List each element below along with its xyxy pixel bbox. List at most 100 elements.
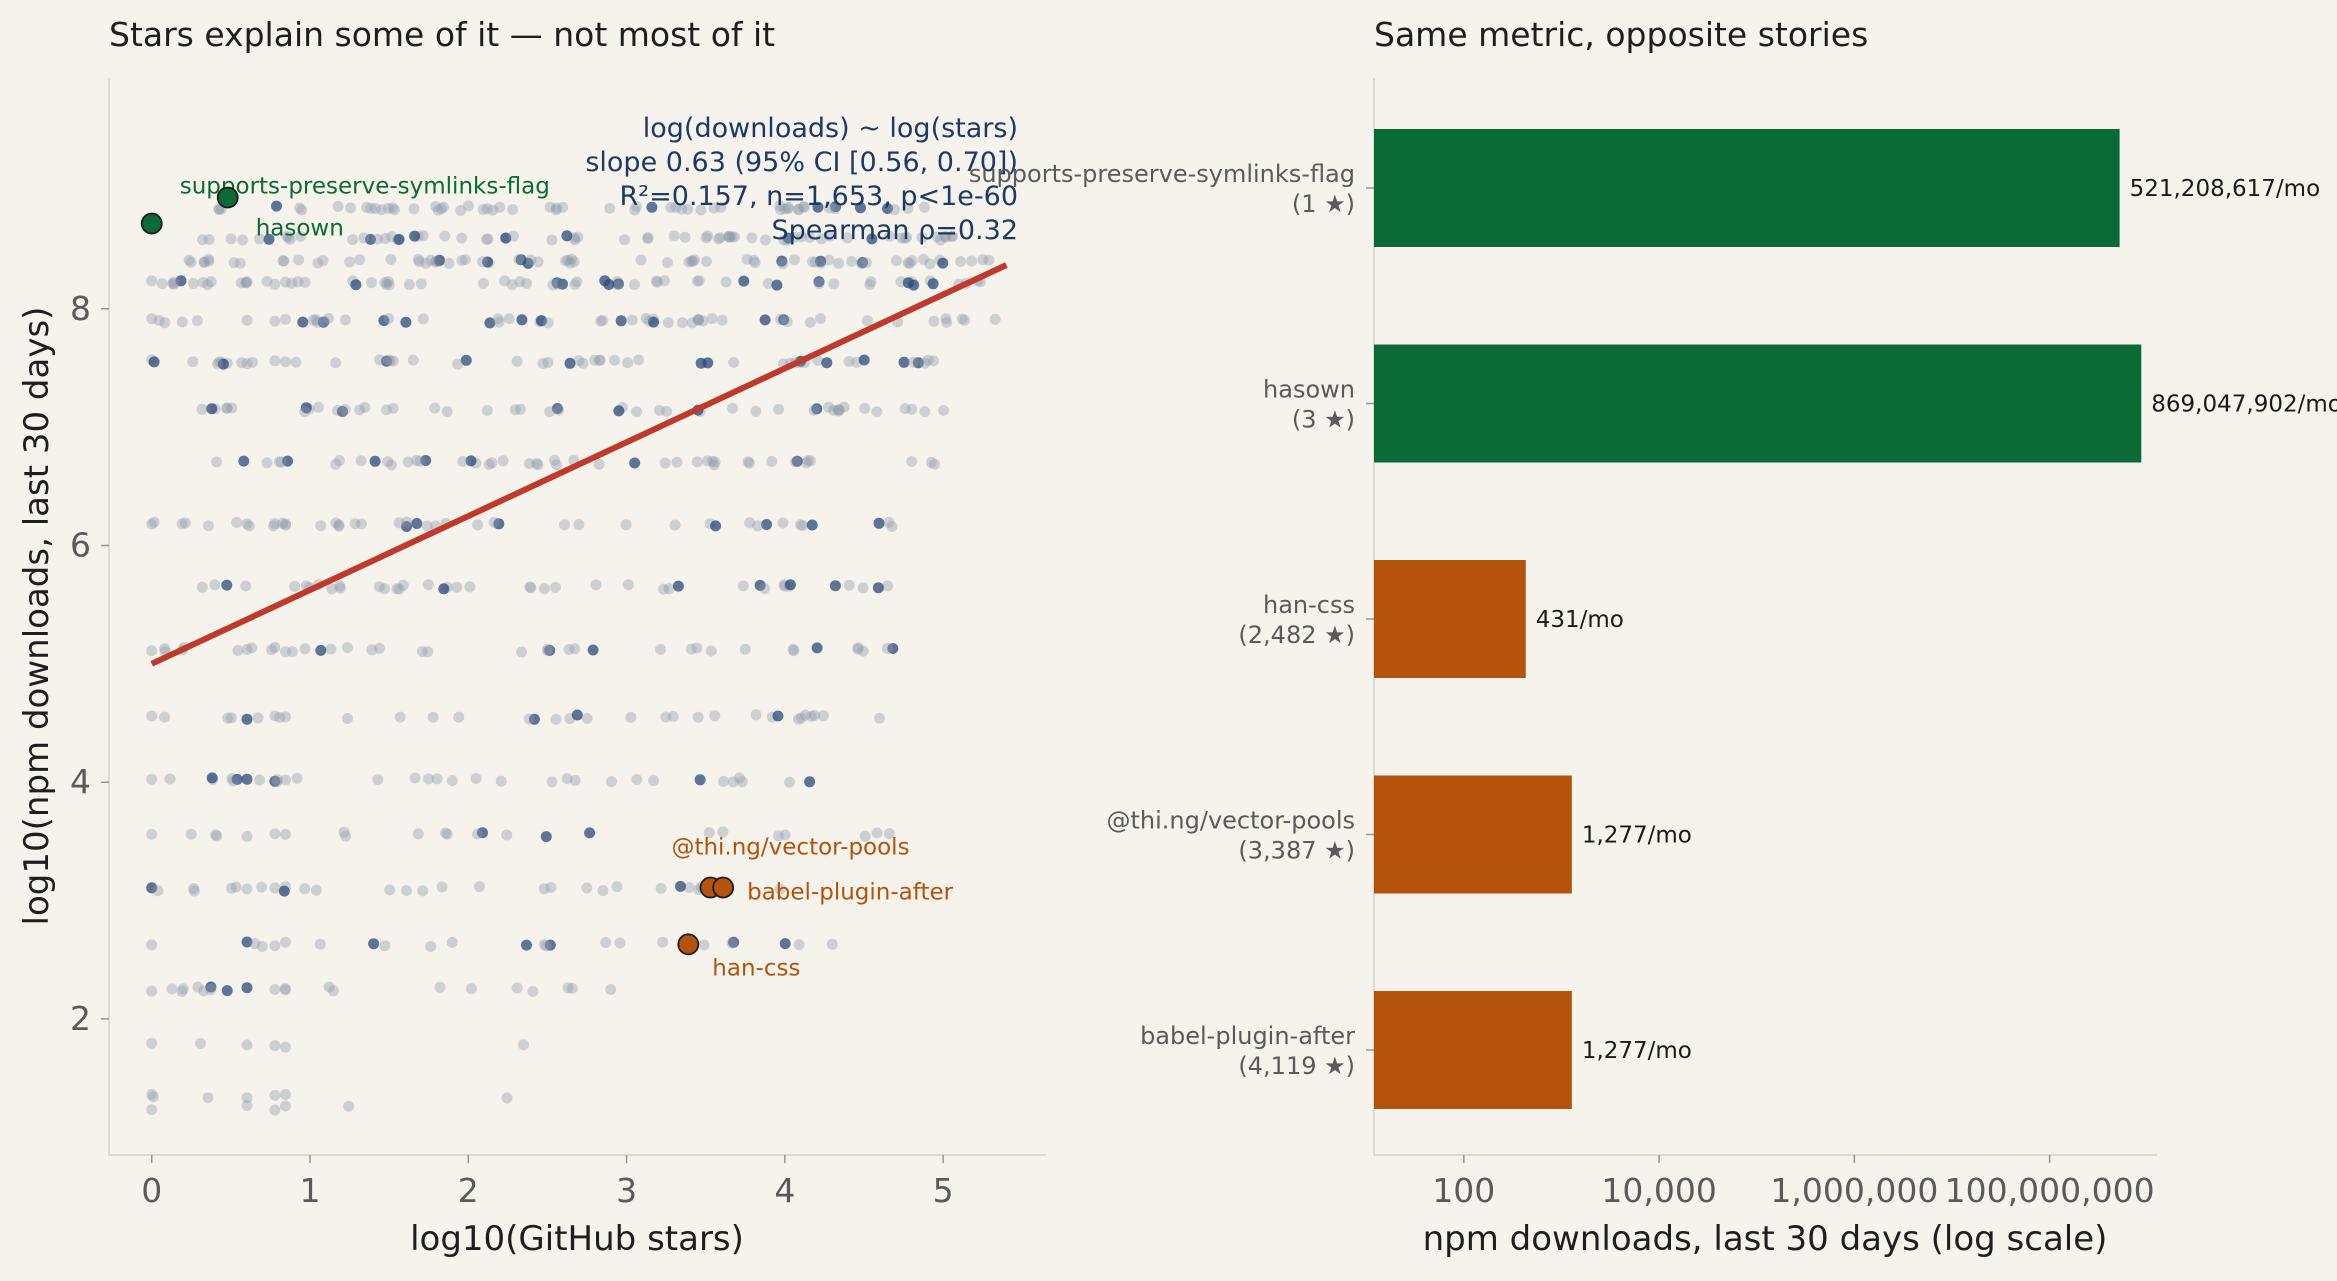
scatter-point (358, 232, 370, 244)
scatter-point (333, 519, 345, 531)
scatter-point (315, 520, 327, 532)
scatter-point (797, 520, 809, 532)
scatter-point (860, 257, 872, 269)
scatter-point (941, 317, 953, 328)
regression-line (150, 262, 1008, 667)
scatter-point (889, 204, 901, 216)
scatter-point (280, 1041, 291, 1053)
scatter-point (241, 518, 253, 530)
scatter-point (484, 317, 496, 329)
scatter-point (381, 278, 392, 290)
scatter-point (710, 520, 722, 532)
scatter-point (718, 775, 730, 787)
scatter-point (838, 401, 850, 413)
scatter-point (221, 985, 233, 997)
scatter-point (670, 201, 682, 213)
scatter-point (234, 257, 246, 269)
scatter-point (369, 455, 381, 467)
scatter-point (222, 712, 234, 724)
scatter-point (409, 772, 421, 784)
scatter-point (203, 520, 214, 532)
scatter-point (333, 520, 345, 532)
scatter-point (542, 645, 554, 657)
scatter-point (269, 828, 281, 840)
scatter-point (465, 983, 477, 995)
scatter-point (339, 404, 351, 415)
scatter-point (726, 231, 738, 243)
scatter-point (793, 204, 805, 216)
scatter-point (374, 642, 385, 654)
scatter-point (518, 1039, 529, 1051)
scatter-point (443, 257, 455, 269)
x-tick-label: 0 (141, 1171, 162, 1210)
scatter-point (855, 202, 866, 214)
scatter-point (411, 455, 423, 466)
scatter-point (292, 276, 304, 288)
scatter-point (383, 279, 395, 291)
scatter-point (826, 938, 838, 950)
scatter-point (203, 253, 215, 265)
bar-stars-label: (3,387 ★) (1238, 837, 1355, 865)
scatter-point (456, 232, 468, 244)
scatter-point (277, 255, 289, 267)
scatter-point (523, 713, 535, 725)
scatter-point (752, 520, 764, 532)
scatter-point (195, 1038, 206, 1049)
scatter-point (478, 277, 489, 289)
scatter-point (744, 517, 756, 529)
bar-stars-label: (1 ★) (1292, 190, 1355, 218)
scatter-point (729, 231, 741, 243)
scatter-point (333, 455, 345, 466)
scatter-point (446, 936, 458, 948)
scatter-point (906, 403, 918, 415)
scatter-point (261, 275, 273, 287)
scatter-point (702, 455, 713, 467)
scatter-point (146, 828, 158, 840)
scatter-point (263, 233, 275, 245)
scatter-point (361, 201, 373, 213)
scatter-point (538, 939, 550, 951)
scatter-point (886, 521, 898, 532)
scatter-point (153, 314, 165, 326)
scatter-point (379, 940, 391, 952)
scatter-point (918, 253, 929, 265)
scatter-point (413, 256, 425, 268)
scatter-point (919, 357, 931, 369)
scatter-point (774, 883, 786, 895)
scatter-point (472, 519, 484, 531)
scatter-point (241, 1100, 253, 1111)
scatter-point (307, 314, 319, 326)
scatter-point (148, 516, 160, 528)
scatter-point (146, 645, 158, 657)
bar-panel: Same metric, opposite stories supports-p… (969, 15, 2337, 1259)
bar-category-label: han-css (1263, 591, 1355, 619)
scatter-point (833, 405, 844, 417)
scatter-point (813, 276, 825, 288)
scatter-point (806, 519, 818, 531)
scatter-point (384, 884, 396, 896)
scatter-point (708, 202, 720, 214)
scatter-point (387, 202, 399, 214)
scatter-point (280, 828, 291, 840)
scatter-point (872, 582, 884, 594)
scatter-point (829, 580, 841, 592)
scatter-point (197, 276, 209, 288)
scatter-point (573, 519, 585, 531)
scatter-point (188, 883, 200, 894)
scatter-point (896, 232, 908, 244)
scatter-point (777, 258, 789, 270)
scatter-point (452, 358, 464, 370)
scatter-point (513, 254, 525, 266)
scatter-point (192, 981, 204, 993)
scatter-point (221, 402, 233, 414)
scatter-point (671, 456, 683, 468)
scatter-point (313, 401, 324, 413)
scatter-point (723, 230, 735, 242)
scatter-point (323, 312, 335, 324)
scatter-point (542, 317, 554, 329)
scatter-point (654, 404, 665, 416)
scatter-point (748, 254, 760, 266)
scatter-point (423, 773, 434, 785)
scatter-point (781, 234, 793, 246)
scatter-point (388, 204, 400, 216)
